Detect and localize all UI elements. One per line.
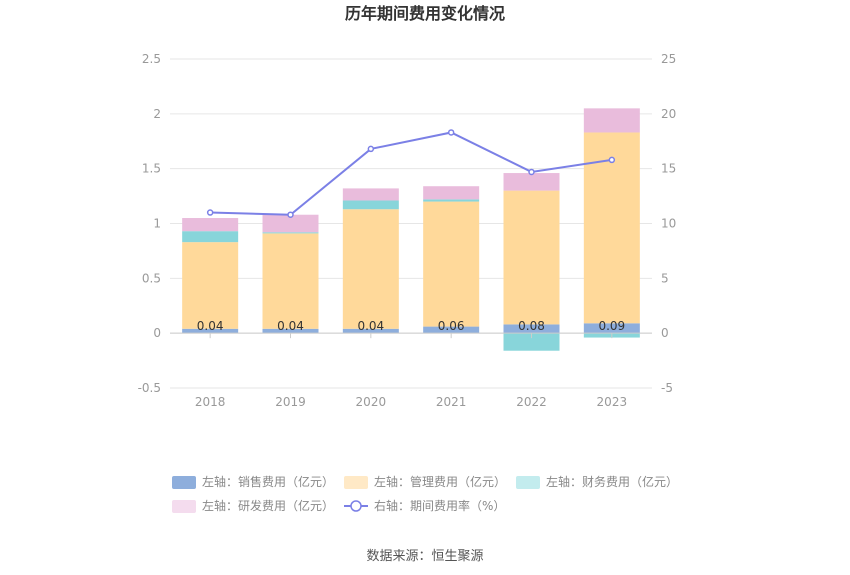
grid-lines bbox=[170, 58, 652, 389]
line-point-2021 bbox=[447, 129, 455, 136]
left-tick-label: 1.5 bbox=[142, 162, 161, 176]
x-tick-label: 2020 bbox=[356, 395, 387, 409]
data-label: 0.04 bbox=[277, 319, 304, 333]
left-tick-label: 2.5 bbox=[142, 52, 161, 66]
data-label: 0.04 bbox=[357, 319, 384, 333]
bar-3-2019 bbox=[262, 232, 319, 234]
legend-label: 左轴：销售费用（亿元） bbox=[202, 474, 334, 489]
bar-4-2023 bbox=[583, 108, 640, 133]
bar-3-2020 bbox=[342, 200, 399, 210]
bar-1-2021 bbox=[423, 326, 480, 334]
data-labels: 0.04 0.04 0.04 0.06 0.08 0.09 bbox=[197, 319, 625, 333]
right-axis-ticks: -5 0 5 10 15 20 25 bbox=[661, 52, 676, 395]
bar-2-2019 bbox=[262, 233, 319, 329]
x-tick-label: 2018 bbox=[195, 395, 226, 409]
bar-2-2022 bbox=[503, 190, 560, 325]
x-tick-label: 2019 bbox=[275, 395, 306, 409]
left-tick-label: -0.5 bbox=[138, 381, 161, 395]
bar-2-2018 bbox=[182, 242, 239, 329]
x-axis: 2018 2019 2020 2021 2022 2023 bbox=[170, 332, 652, 409]
bar-4-2019 bbox=[262, 214, 319, 233]
right-tick-label: 20 bbox=[661, 107, 676, 121]
right-tick-label: 25 bbox=[661, 52, 676, 66]
bar-2-2020 bbox=[342, 209, 399, 329]
bar-1-2019 bbox=[262, 328, 319, 334]
left-axis-ticks: -0.5 0 0.5 1 1.5 2 2.5 bbox=[138, 52, 161, 395]
bar-layer bbox=[182, 108, 640, 351]
right-tick-label: 5 bbox=[661, 271, 669, 285]
expense-rate-line bbox=[210, 131, 612, 216]
line-point-2020 bbox=[367, 145, 375, 153]
right-tick-label: -5 bbox=[661, 381, 673, 395]
legend: 左轴：销售费用（亿元） 左轴：管理费用（亿元） 左轴：财务费用（亿元） 左轴：研发费用… bbox=[172, 474, 678, 513]
bar-3-2018 bbox=[182, 231, 239, 243]
source-note: 数据来源：恒生聚源 bbox=[366, 549, 483, 564]
right-tick-label: 0 bbox=[661, 326, 669, 340]
right-tick-label: 10 bbox=[661, 217, 676, 231]
bar-3-2021 bbox=[423, 199, 480, 202]
data-label: 0.06 bbox=[438, 319, 465, 333]
left-tick-label: 0.5 bbox=[142, 271, 161, 285]
bar-1-2018 bbox=[182, 328, 239, 334]
legend-label: 左轴：研发费用（亿元） bbox=[202, 498, 334, 513]
x-tick-label: 2022 bbox=[516, 395, 547, 409]
bar-4-2022 bbox=[503, 173, 560, 191]
left-tick-label: 2 bbox=[153, 107, 161, 121]
bar-2-2021 bbox=[423, 201, 480, 327]
line-point-2019 bbox=[287, 211, 294, 218]
legend-swatch bbox=[516, 476, 540, 489]
line-layer bbox=[206, 129, 616, 218]
bar-1-2020 bbox=[342, 328, 399, 334]
x-tick-label: 2023 bbox=[597, 395, 628, 409]
bar-4-2018 bbox=[182, 218, 239, 232]
data-label: 0.09 bbox=[598, 319, 625, 333]
bar-3-2022 bbox=[503, 333, 560, 351]
legend-swatch bbox=[344, 476, 368, 489]
legend-swatch bbox=[172, 476, 196, 489]
line-point-2018 bbox=[206, 209, 214, 216]
line-point-2023 bbox=[608, 156, 616, 164]
data-label: 0.04 bbox=[197, 319, 224, 333]
legend-label: 左轴：财务费用（亿元） bbox=[546, 474, 678, 489]
legend-swatch bbox=[172, 500, 196, 513]
chart-title: 历年期间费用变化情况 bbox=[345, 4, 505, 23]
x-tick-label: 2021 bbox=[436, 395, 467, 409]
left-tick-label: 1 bbox=[153, 217, 161, 231]
line-point-2022 bbox=[528, 168, 535, 176]
legend-label: 右轴：期间费用率（%） bbox=[374, 498, 505, 513]
data-label: 0.08 bbox=[518, 319, 545, 333]
bar-4-2021 bbox=[423, 186, 480, 200]
bar-1-2023 bbox=[583, 323, 640, 334]
bar-1-2022 bbox=[503, 324, 560, 334]
bar-2-2023 bbox=[583, 132, 640, 324]
legend-label: 左轴：管理费用（亿元） bbox=[374, 474, 506, 489]
bar-4-2020 bbox=[342, 188, 399, 201]
left-tick-label: 0 bbox=[153, 326, 161, 340]
right-tick-label: 15 bbox=[661, 162, 676, 176]
legend-line-marker bbox=[350, 500, 362, 512]
